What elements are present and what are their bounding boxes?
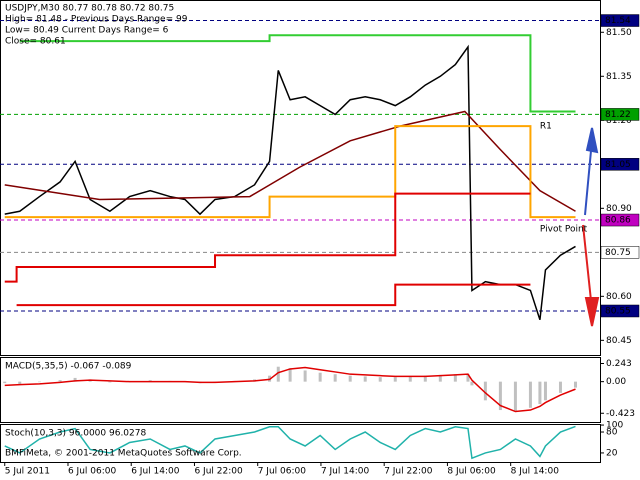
x-tick-label: 5 Jul 2011 xyxy=(5,467,50,477)
header-text: High= 81.48 - Previous Days Range= 99 xyxy=(5,15,188,25)
macd-bar xyxy=(513,381,517,412)
macd-bar xyxy=(538,381,542,405)
x-tick-label: 8 Jul 14:00 xyxy=(511,467,560,477)
macd-bar xyxy=(318,372,322,382)
price-line xyxy=(4,110,576,212)
level-label: 80.75 xyxy=(605,248,631,258)
level-tag xyxy=(600,158,640,171)
stoch-panel xyxy=(0,424,601,463)
x-tick-label: 7 Jul 06:00 xyxy=(258,467,307,477)
header-text: Low= 80.49 Current Days Range= 6 xyxy=(5,26,169,36)
level-step xyxy=(16,283,531,307)
macd-bar xyxy=(453,374,457,382)
macd-bar xyxy=(333,374,337,382)
overlays: 81.54 81.22 81.05 80.86 80.75 80.55 R1 Pivot Po… xyxy=(5,4,640,459)
macd-bar xyxy=(393,377,397,382)
level-step xyxy=(19,34,576,113)
main-panel xyxy=(0,0,601,356)
y-tick-label: 80.90 xyxy=(606,204,632,214)
macd-bar xyxy=(378,377,382,382)
macd-bar xyxy=(108,381,112,383)
macd-bar xyxy=(528,381,532,408)
panel-title: Stoch(10,3,3) 96.0000 96.0278 xyxy=(5,429,146,439)
y-tick-label: 100 xyxy=(606,421,623,431)
panel-title: MACD(5,35,5) -0.067 -0.089 xyxy=(5,362,132,372)
level-label: 81.05 xyxy=(605,160,631,170)
level-step xyxy=(4,192,531,283)
level-label: 80.86 xyxy=(605,216,631,226)
level-tag xyxy=(600,304,640,318)
macd-bar xyxy=(288,368,292,382)
macd-bar xyxy=(466,374,470,382)
x-tick-label: 6 Jul 22:00 xyxy=(194,467,243,477)
macd-panel xyxy=(0,357,601,423)
macd-bar xyxy=(276,366,280,382)
macd-bar xyxy=(18,381,22,384)
signal-line xyxy=(4,366,576,413)
level-label: 81.54 xyxy=(605,16,631,26)
x-tick-label: 6 Jul 14:00 xyxy=(131,467,180,477)
annotation: Pivot Point xyxy=(540,224,588,234)
down-arrow xyxy=(582,224,600,327)
copyright: BMFiMeta, © 2001-2011 MetaQuotes Softwar… xyxy=(5,449,242,459)
header-text: USDJPY,M30 80.77 80.78 80.72 80.75 xyxy=(5,4,174,14)
level-step xyxy=(4,125,576,219)
macd-bar xyxy=(38,381,42,383)
level-tag xyxy=(600,108,640,121)
y-tick-label: 0.243 xyxy=(606,359,632,369)
y-tick-label: 80.60 xyxy=(606,292,632,302)
macd-bar xyxy=(408,376,412,382)
macd-bar xyxy=(470,381,474,386)
macd-bar xyxy=(438,374,442,382)
level-label: 81.22 xyxy=(605,110,631,120)
level-label: 80.55 xyxy=(605,306,631,316)
macd-bar xyxy=(423,375,427,382)
macd-bar xyxy=(73,377,77,382)
y-tick-label: 80 xyxy=(606,428,618,438)
stoch-line xyxy=(4,425,576,460)
macd-bar xyxy=(498,381,502,411)
macd-bar xyxy=(3,381,7,384)
macd-bar xyxy=(348,375,352,382)
x-tick-label: 7 Jul 22:00 xyxy=(384,467,433,477)
annotation: R1 xyxy=(540,122,552,132)
macd-bar xyxy=(483,381,487,401)
x-tick-label: 6 Jul 06:00 xyxy=(68,467,117,477)
up-arrow xyxy=(584,127,599,216)
y-tick-label: 81.35 xyxy=(606,72,632,82)
macd-bar xyxy=(58,380,62,382)
macd-bar xyxy=(558,381,562,393)
y-tick-label: 80.45 xyxy=(606,336,632,346)
x-tick-label: 7 Jul 14:00 xyxy=(321,467,370,477)
x-tick-label: 8 Jul 06:00 xyxy=(447,467,496,477)
y-tick-label: 0.00 xyxy=(606,377,626,387)
plots: 81.50 81.35 81.20 81.05 80.90 80.75 80.60 80.45… xyxy=(0,20,635,477)
macd-bar xyxy=(303,370,307,382)
macd-bar xyxy=(363,376,367,382)
level-tag xyxy=(600,14,640,27)
y-tick-label: 20 xyxy=(606,448,618,458)
y-tick-label: -0.423 xyxy=(606,409,635,419)
macd-bar xyxy=(543,381,547,401)
macd-bar xyxy=(573,381,577,388)
y-tick-label: 81.20 xyxy=(606,116,632,126)
header-text: Close= 80.61 xyxy=(5,37,66,47)
level-tag xyxy=(600,213,640,227)
level-tag xyxy=(600,246,640,259)
y-tick-label: 81.50 xyxy=(606,28,632,38)
